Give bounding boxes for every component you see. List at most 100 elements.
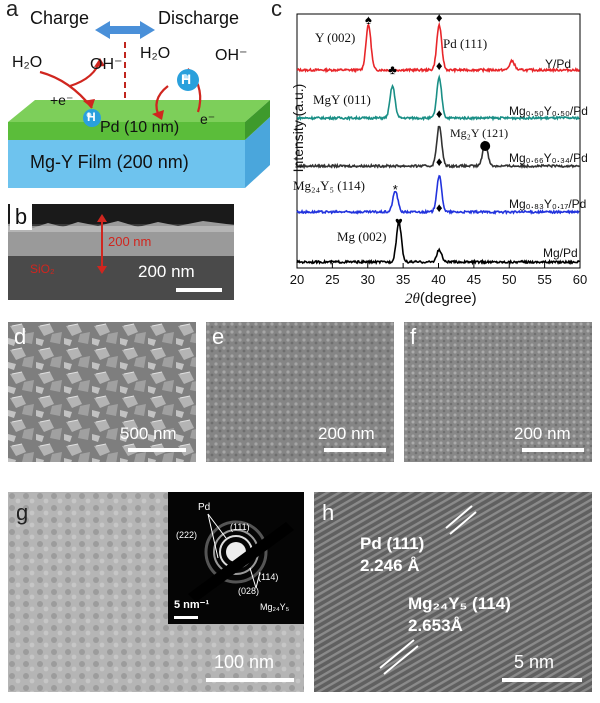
panel-e-scale-bar: [324, 448, 386, 452]
curve-name-1: Mg₀.₅₀Y₀.₅₀/Pd: [509, 104, 588, 118]
thickness-arrow-icon: [97, 214, 107, 274]
h2o-right-label: H₂O: [140, 45, 171, 62]
sem-image-d: [8, 322, 196, 462]
panel-g-scale-bar: [206, 678, 294, 682]
xrd-chart: 20 25 30 35 40 45 50 55 60 ♠ ♦ ♦ ♦ ♦ ♦ ♣ * ♥: [290, 10, 587, 287]
pd-side: [245, 100, 270, 140]
pd-marker-icon: ♦: [436, 106, 443, 121]
panel-b-letter: b: [10, 204, 32, 230]
xrd-curve-0: [296, 21, 581, 74]
substrate-label: SiO₂: [30, 262, 55, 276]
xrd-curve-2: [296, 125, 580, 170]
panel-f-scale-text: 200 nm: [514, 424, 571, 443]
x-tick-label: 35: [396, 272, 410, 287]
mgy-layer-label: Mg-Y Film (200 nm): [30, 152, 189, 172]
saed-inset: Pd (222) (111) (114) (028) Mg₂₄Y₅ 5 nm⁻¹: [168, 492, 304, 624]
h-atom-label: H: [87, 110, 96, 124]
pd-top: [8, 100, 270, 122]
double-arrow-icon: [95, 21, 155, 39]
pd-spacing-label: 2.246 Å: [360, 556, 420, 575]
discharge-label: Discharge: [158, 8, 240, 28]
inset-114-label: (114): [258, 572, 279, 582]
x-tick-label: 40: [431, 272, 445, 287]
panel-d-scale-text: 500 nm: [120, 424, 177, 443]
y-marker-icon: ♠: [365, 12, 372, 27]
panel-f-letter: f: [410, 324, 417, 349]
panel-g-scale-text: 100 nm: [214, 652, 275, 672]
panel-d-letter: d: [14, 324, 27, 349]
panel-e-scale-text: 200 nm: [318, 424, 375, 443]
mg-marker-icon: ♥: [395, 214, 403, 229]
panel-e: e 200 nm: [206, 322, 394, 462]
pd-marker-icon: ♦: [436, 200, 443, 215]
x-axis-unit: (degree): [419, 290, 477, 307]
panel-b: b 200 nm SiO₂ 200 nm: [8, 204, 234, 300]
hrtem-image-h: [314, 492, 592, 692]
inset-111-label: (111): [230, 522, 250, 532]
peak-label-y002: Y (002): [315, 30, 356, 45]
pd-plane-label: Pd (111): [360, 534, 425, 553]
panel-h-scale-text: 5 nm: [514, 652, 555, 672]
saed-pattern: [174, 513, 294, 619]
xrd-curve-1: [296, 74, 580, 122]
panel-b-scale-text: 200 nm: [138, 262, 195, 281]
film-front: [8, 140, 245, 188]
h-atom-label: H: [181, 71, 192, 87]
x-tick-label: 55: [537, 272, 551, 287]
sem-cross-section: [8, 204, 234, 300]
mg-spacing-label: 2.653Å: [408, 616, 463, 635]
e-minus-label: e⁻: [200, 111, 216, 127]
mg-plane-label: Mg₂₄Y₅ (114): [408, 594, 511, 613]
xrd-curve-3: [296, 174, 580, 216]
peak-label-mg002: Mg (002): [337, 229, 387, 244]
panel-f-scale-bar: [522, 448, 584, 452]
x-axis-var: 2θ: [405, 291, 420, 307]
panel-c: c 20 25 30 35 40 45 50 55 60 ♠ ♦ ♦ ♦ ♦ ♦ ♣ * ♥ Intensity …: [265, 0, 600, 310]
pd-front: [8, 122, 245, 140]
x-tick-label: 50: [502, 272, 516, 287]
mgy-marker-icon: ♣: [388, 62, 397, 77]
panel-a-schematic: [8, 21, 270, 188]
panel-d: d 500 nm: [8, 322, 196, 462]
peak-label-mg24y5: Mg₂₄Y₅ (114): [293, 178, 365, 193]
x-tick-label: 25: [325, 272, 339, 287]
panel-h-scale-bar: [502, 678, 582, 682]
curve-name-3: Mg₀.₈₃Y₀.₁₇/Pd: [509, 197, 587, 211]
panel-f: f 200 nm: [404, 322, 592, 462]
x-tick-label: 20: [290, 272, 304, 287]
x-tick-label: 30: [361, 272, 375, 287]
panel-h-letter: h: [322, 500, 335, 525]
peak-label-mgy011: MgY (011): [313, 92, 371, 107]
h2o-left-label: H₂O: [12, 54, 43, 71]
mg2y-marker-icon: [480, 141, 491, 151]
inset-pd-label: Pd: [198, 502, 211, 513]
curve-name-4: Mg/Pd: [543, 246, 578, 260]
plus-e-label: +e⁻: [50, 92, 74, 108]
panel-b-scale-bar: [176, 288, 222, 292]
panel-a: a Charge Discharge H₂O OH⁻ H₂O OH⁻ +e⁻ e…: [0, 0, 290, 200]
charge-label: Charge: [30, 8, 90, 28]
mg24y5-marker-icon: *: [393, 182, 398, 197]
panel-h: h Pd (111) 2.246 Å Mg₂₄Y₅ (114) 2.653Å 5…: [314, 492, 592, 692]
h-atom-icon: [177, 69, 199, 91]
inset-scale-text: 5 nm⁻¹: [174, 599, 210, 611]
x-tick-label: 45: [467, 272, 481, 287]
sem-image-f: [404, 322, 592, 462]
panel-d-scale-bar: [128, 448, 186, 452]
pd-marker-icon: ♦: [436, 10, 443, 25]
panel-a-letter: a: [6, 0, 19, 21]
curve-name-0: Y/Pd: [545, 57, 572, 71]
thickness-label: 200 nm: [108, 234, 152, 249]
inset-028-label: (028): [238, 586, 260, 596]
oh-left-label: OH⁻: [90, 56, 123, 73]
panel-c-letter: c: [271, 0, 282, 21]
x-tick-label: 60: [573, 272, 587, 287]
panel-g: g Pd (222) (111) (114) (028) Mg₂₄Y₅ 5 nm…: [8, 492, 304, 692]
inset-222-label: (222): [176, 530, 198, 540]
inset-phase-label: Mg₂₄Y₅: [260, 602, 290, 612]
curve-name-2: Mg₀.₆₆Y₀.₃₄/Pd: [509, 151, 588, 165]
pd-marker-icon: ♦: [436, 58, 443, 73]
panel-e-letter: e: [212, 324, 225, 349]
pd-layer-label: Pd (10 nm): [100, 119, 180, 136]
sem-image-e: [206, 322, 394, 462]
